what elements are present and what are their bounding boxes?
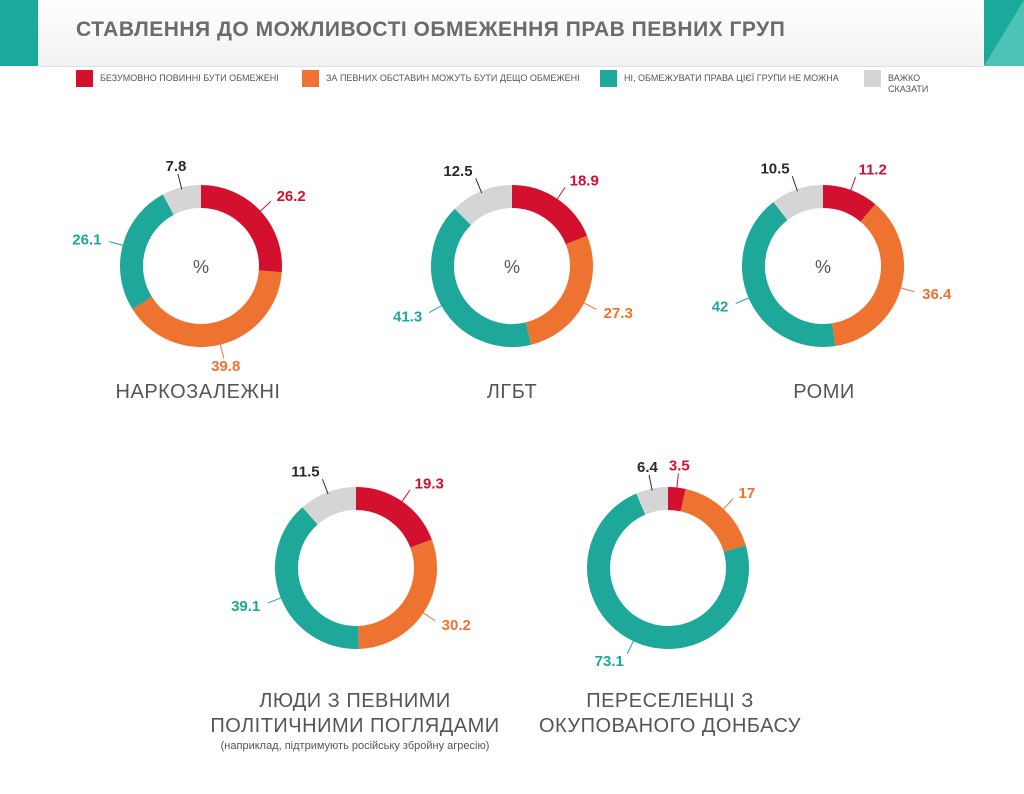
donut-lgbt: 18.9 27.3 41.3 12.5%	[393, 163, 633, 347]
data-label: 73.1	[595, 653, 624, 670]
donut-slice-idp-1	[680, 488, 746, 553]
legend-swatch-grey	[864, 70, 881, 87]
data-label: 18.9	[570, 173, 599, 190]
data-label: 3.5	[669, 458, 690, 475]
donut-slice-roma-3	[773, 185, 824, 221]
data-label: 12.5	[443, 163, 472, 180]
donut-slice-roma-1	[831, 204, 904, 347]
donut-slice-roma-0	[822, 185, 876, 223]
donut-slice-idp-2	[587, 493, 749, 649]
center-percent-label: %	[815, 257, 831, 277]
donut-drug-users: 26.2 39.8 26.1 7.8%	[72, 158, 306, 375]
legend-item-hard-to-say: ВАЖКО СКАЗАТИ	[864, 70, 948, 95]
center-percent-label: %	[193, 257, 209, 277]
data-label: 19.3	[415, 475, 444, 492]
donut-slice-idp-0	[667, 487, 686, 512]
leader-line	[177, 173, 183, 190]
data-label: 10.5	[760, 161, 789, 178]
donut-slice-political-1	[357, 539, 437, 649]
donut-slice-idp-3	[636, 487, 669, 515]
donut-slice-lgbt-0	[511, 185, 588, 245]
data-label: 39.8	[211, 358, 240, 375]
chart-title-political-line2: ПОЛІТИЧНИМИ ПОГЛЯДАМИ	[210, 715, 500, 737]
data-label: 11.2	[858, 161, 886, 178]
chart-title-lgbt: ЛГБТ	[486, 381, 538, 403]
chart-subtitle-political: (наприклад, підтримують російську збройн…	[220, 740, 490, 752]
chart-title-drug-users: НАРКОЗАЛЕЖНІ	[115, 381, 281, 403]
data-label: 42	[712, 299, 729, 316]
legend-label: ВАЖКО СКАЗАТИ	[888, 73, 929, 94]
chart-title-roma: РОМИ	[793, 381, 855, 403]
donut-slice-roma-2	[742, 201, 836, 347]
donut-slice-political-2	[275, 507, 359, 649]
donut-slice-drug-users-0	[200, 185, 282, 273]
data-label: 39.1	[231, 598, 260, 615]
donut-slice-lgbt-3	[454, 185, 513, 226]
data-label: 26.2	[277, 188, 306, 205]
center-percent-label: %	[504, 257, 520, 277]
legend-item-definitely: БЕЗУМОВНО ПОВИННІ БУТИ ОБМЕЖЕНІ	[76, 70, 290, 87]
legend: БЕЗУМОВНО ПОВИННІ БУТИ ОБМЕЖЕНІ ЗА ПЕВНИ…	[0, 64, 1024, 104]
donut-roma: 11.2 36.4 42 10.5%	[712, 161, 952, 347]
data-label: 27.3	[604, 305, 633, 322]
leader-line	[109, 241, 125, 247]
leader-line	[676, 473, 679, 490]
legend-item-conditionally: ЗА ПЕВНИХ ОБСТАВИН МОЖУТЬ БУТИ ДЕЩО ОБМЕ…	[302, 70, 596, 87]
legend-label: ЗА ПЕВНИХ ОБСТАВИН МОЖУТЬ БУТИ ДЕЩО ОБМЕ…	[326, 73, 580, 83]
data-label: 7.8	[166, 158, 187, 175]
data-label: 6.4	[637, 459, 659, 476]
data-label: 17	[739, 485, 756, 502]
leader-line	[898, 286, 915, 293]
leader-line	[321, 478, 329, 495]
leader-line	[582, 301, 597, 310]
donut-political: 19.3 30.2 39.1 11.5	[231, 464, 471, 649]
donut-slice-drug-users-1	[132, 270, 282, 347]
legend-label: БЕЗУМОВНО ПОВИННІ БУТИ ОБМЕЖЕНІ	[100, 73, 279, 83]
legend-label: НІ, ОБМЕЖУВАТИ ПРАВА ЦІЄЇ ГРУПИ НЕ МОЖНА	[624, 73, 839, 83]
data-label: 41.3	[393, 308, 422, 325]
leader-line	[555, 186, 566, 201]
leader-line	[849, 176, 857, 193]
legend-swatch-orange	[302, 70, 319, 87]
leader-line	[626, 639, 635, 655]
leader-line	[400, 489, 411, 504]
page-title: СТАВЛЕННЯ ДО МОЖЛИВОСТІ ОБМЕЖЕННЯ ПРАВ П…	[76, 18, 786, 41]
legend-swatch-teal	[600, 70, 617, 87]
donut-slice-lgbt-2	[431, 208, 532, 347]
data-label: 11.5	[291, 464, 319, 481]
leader-line	[735, 296, 751, 305]
donut-slice-political-3	[302, 487, 357, 525]
header: СТАВЛЕННЯ ДО МОЖЛИВОСТІ ОБМЕЖЕННЯ ПРАВ П…	[0, 0, 1024, 67]
data-label: 36.4	[922, 286, 952, 303]
leader-line	[421, 611, 436, 622]
header-left-accent	[0, 0, 38, 66]
donut-slice-drug-users-2	[120, 194, 175, 310]
chart-title-political-line1: ЛЮДИ З ПЕВНИМИ	[259, 690, 451, 712]
chart-title-idp-line1: ПЕРЕСЕЛЕНЦІ З	[586, 690, 754, 712]
data-label: 26.1	[72, 232, 101, 249]
leader-line	[219, 342, 225, 359]
data-label: 30.2	[442, 617, 471, 634]
leader-line	[428, 304, 444, 313]
legend-item-cannot: НІ, ОБМЕЖУВАТИ ПРАВА ЦІЄЇ ГРУПИ НЕ МОЖНА	[600, 70, 874, 87]
leader-line	[721, 498, 734, 511]
donut-slice-political-0	[355, 487, 432, 549]
leader-line	[475, 178, 483, 194]
donut-slice-drug-users-3	[162, 185, 202, 216]
leader-line	[648, 474, 653, 491]
donut-slice-lgbt-1	[525, 235, 593, 345]
chart-title-idp-line2: ОКУПОВАНОГО ДОНБАСУ	[538, 715, 802, 737]
leader-line	[791, 175, 798, 192]
leader-line	[258, 201, 272, 213]
header-right-accent	[984, 0, 1024, 66]
legend-swatch-red	[76, 70, 93, 87]
header-bar	[38, 0, 984, 67]
donut-idp: 3.5 17 73.1 6.4	[587, 458, 756, 670]
leader-line	[267, 596, 283, 604]
